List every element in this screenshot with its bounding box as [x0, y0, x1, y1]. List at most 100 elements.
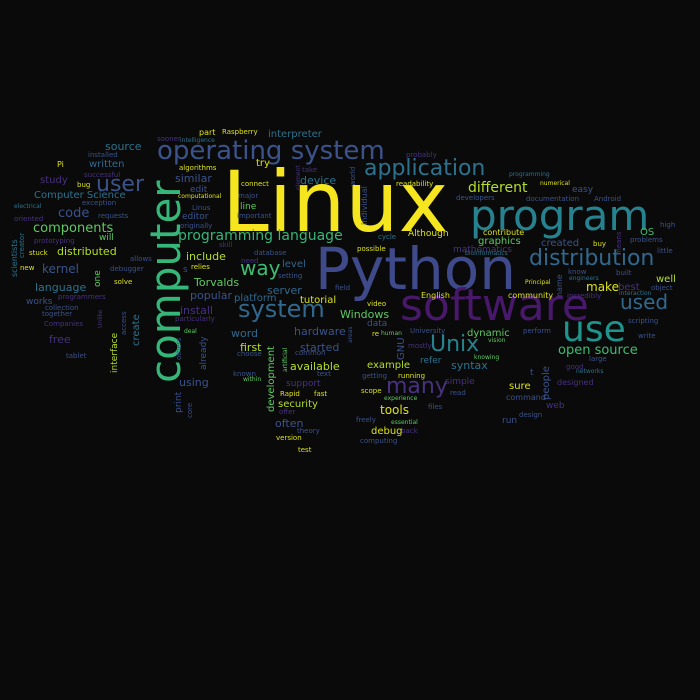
cloud-word: design	[519, 411, 543, 419]
cloud-word: text	[317, 370, 331, 378]
cloud-word: networks	[576, 368, 604, 375]
cloud-word: popular	[190, 289, 232, 302]
cloud-word: part	[199, 128, 216, 137]
cloud-word: Torvalds	[194, 276, 240, 289]
cloud-word: incredibly	[567, 292, 602, 300]
cloud-word: common	[295, 349, 326, 357]
cloud-word: bug	[77, 181, 91, 189]
cloud-word: electrical	[14, 203, 42, 210]
cloud-word: numerical	[540, 180, 570, 187]
cloud-word: works	[26, 297, 53, 307]
cloud-word: run	[502, 416, 518, 426]
cloud-word: program	[470, 191, 650, 240]
cloud-word: successful	[84, 171, 121, 179]
cloud-word: files	[428, 403, 443, 411]
cloud-word: requests	[98, 212, 129, 220]
cloud-word: first	[240, 341, 262, 354]
cloud-word: level	[282, 259, 306, 270]
cloud-word: major	[238, 192, 259, 200]
cloud-word: word	[231, 327, 259, 340]
cloud-word: experience	[384, 395, 418, 402]
cloud-word: similar	[175, 172, 212, 185]
cloud-word: example	[367, 360, 411, 371]
cloud-word: command	[506, 393, 546, 402]
cloud-word: include	[186, 250, 226, 263]
cloud-word: will	[99, 233, 114, 243]
cloud-word: tutorial	[300, 295, 337, 306]
cloud-word: video	[367, 300, 387, 308]
cloud-word: use	[562, 309, 626, 350]
cloud-word: platform	[234, 293, 277, 304]
cloud-word: collection	[45, 304, 79, 312]
cloud-word: high	[660, 221, 676, 229]
cloud-word: perform	[523, 327, 551, 335]
cloud-word: Raspberry	[222, 128, 258, 136]
cloud-word: available	[290, 360, 340, 373]
cloud-word: running	[398, 372, 426, 380]
cloud-word: installed	[88, 151, 118, 159]
cloud-word: exception	[82, 199, 117, 207]
cloud-word: kernel	[42, 262, 79, 276]
cloud-word: programming	[509, 171, 550, 178]
cloud-word: knowing	[474, 354, 500, 361]
cloud-word: vision	[488, 337, 506, 344]
cloud-word: simple	[445, 377, 475, 387]
cloud-word: English	[421, 291, 450, 300]
cloud-word: connect	[241, 180, 269, 188]
cloud-word: application	[364, 156, 486, 181]
cloud-word: individual	[360, 186, 369, 225]
cloud-word: programmers	[58, 293, 106, 301]
cloud-word: Linux	[222, 153, 449, 251]
cloud-word: within	[243, 376, 262, 383]
cloud-word: read	[450, 389, 466, 397]
cloud-word: development	[266, 346, 277, 412]
cloud-word: using	[179, 376, 209, 389]
cloud-word: server	[267, 284, 302, 297]
cloud-word: human	[381, 330, 402, 337]
cloud-word: GNU	[396, 337, 407, 360]
cloud-word: software	[400, 280, 589, 331]
cloud-word: easy	[572, 185, 594, 195]
cloud-word: artificial	[282, 347, 289, 372]
cloud-word: getting	[362, 372, 388, 380]
cloud-word: interaction	[619, 290, 652, 297]
cloud-word: already	[199, 336, 209, 370]
cloud-word: cycle	[378, 233, 397, 241]
cloud-word: creator	[18, 232, 26, 258]
cloud-word: means	[615, 231, 623, 256]
cloud-word: Although	[408, 229, 449, 239]
cloud-word: user	[96, 172, 144, 197]
cloud-word: access	[120, 311, 128, 335]
cloud-word: offer	[279, 408, 296, 416]
cloud-word: computing	[360, 437, 398, 445]
cloud-word: code	[58, 206, 90, 221]
cloud-word: field	[335, 284, 351, 292]
cloud-word: important	[237, 212, 272, 220]
cloud-word: version	[276, 434, 302, 442]
cloud-word: scope	[361, 387, 382, 395]
cloud-word: core	[186, 402, 194, 418]
cloud-word: contribute	[483, 228, 525, 237]
cloud-word: device	[300, 174, 337, 187]
cloud-word: documentation	[526, 195, 580, 203]
cloud-word: need	[241, 257, 259, 265]
cloud-word: data	[367, 319, 388, 329]
cloud-word: little	[657, 247, 673, 255]
cloud-word: deal	[184, 328, 197, 335]
cloud-word: make	[586, 280, 619, 294]
cloud-word: one	[93, 270, 103, 287]
cloud-word: hardware	[294, 325, 346, 338]
cloud-word: particularly	[175, 315, 215, 323]
cloud-word: OS	[640, 227, 655, 238]
cloud-word: t	[530, 368, 534, 378]
cloud-word: support	[286, 379, 321, 389]
cloud-word: Android	[594, 195, 622, 203]
cloud-word: try	[256, 158, 270, 169]
cloud-word: programming language	[178, 228, 343, 244]
cloud-word: designed	[557, 378, 594, 387]
cloud-word: engineers	[569, 275, 599, 282]
cloud-word: interface	[110, 332, 120, 373]
cloud-word: name	[555, 274, 564, 297]
cloud-word: Rapid	[280, 390, 300, 398]
cloud-word: relies	[191, 263, 210, 271]
